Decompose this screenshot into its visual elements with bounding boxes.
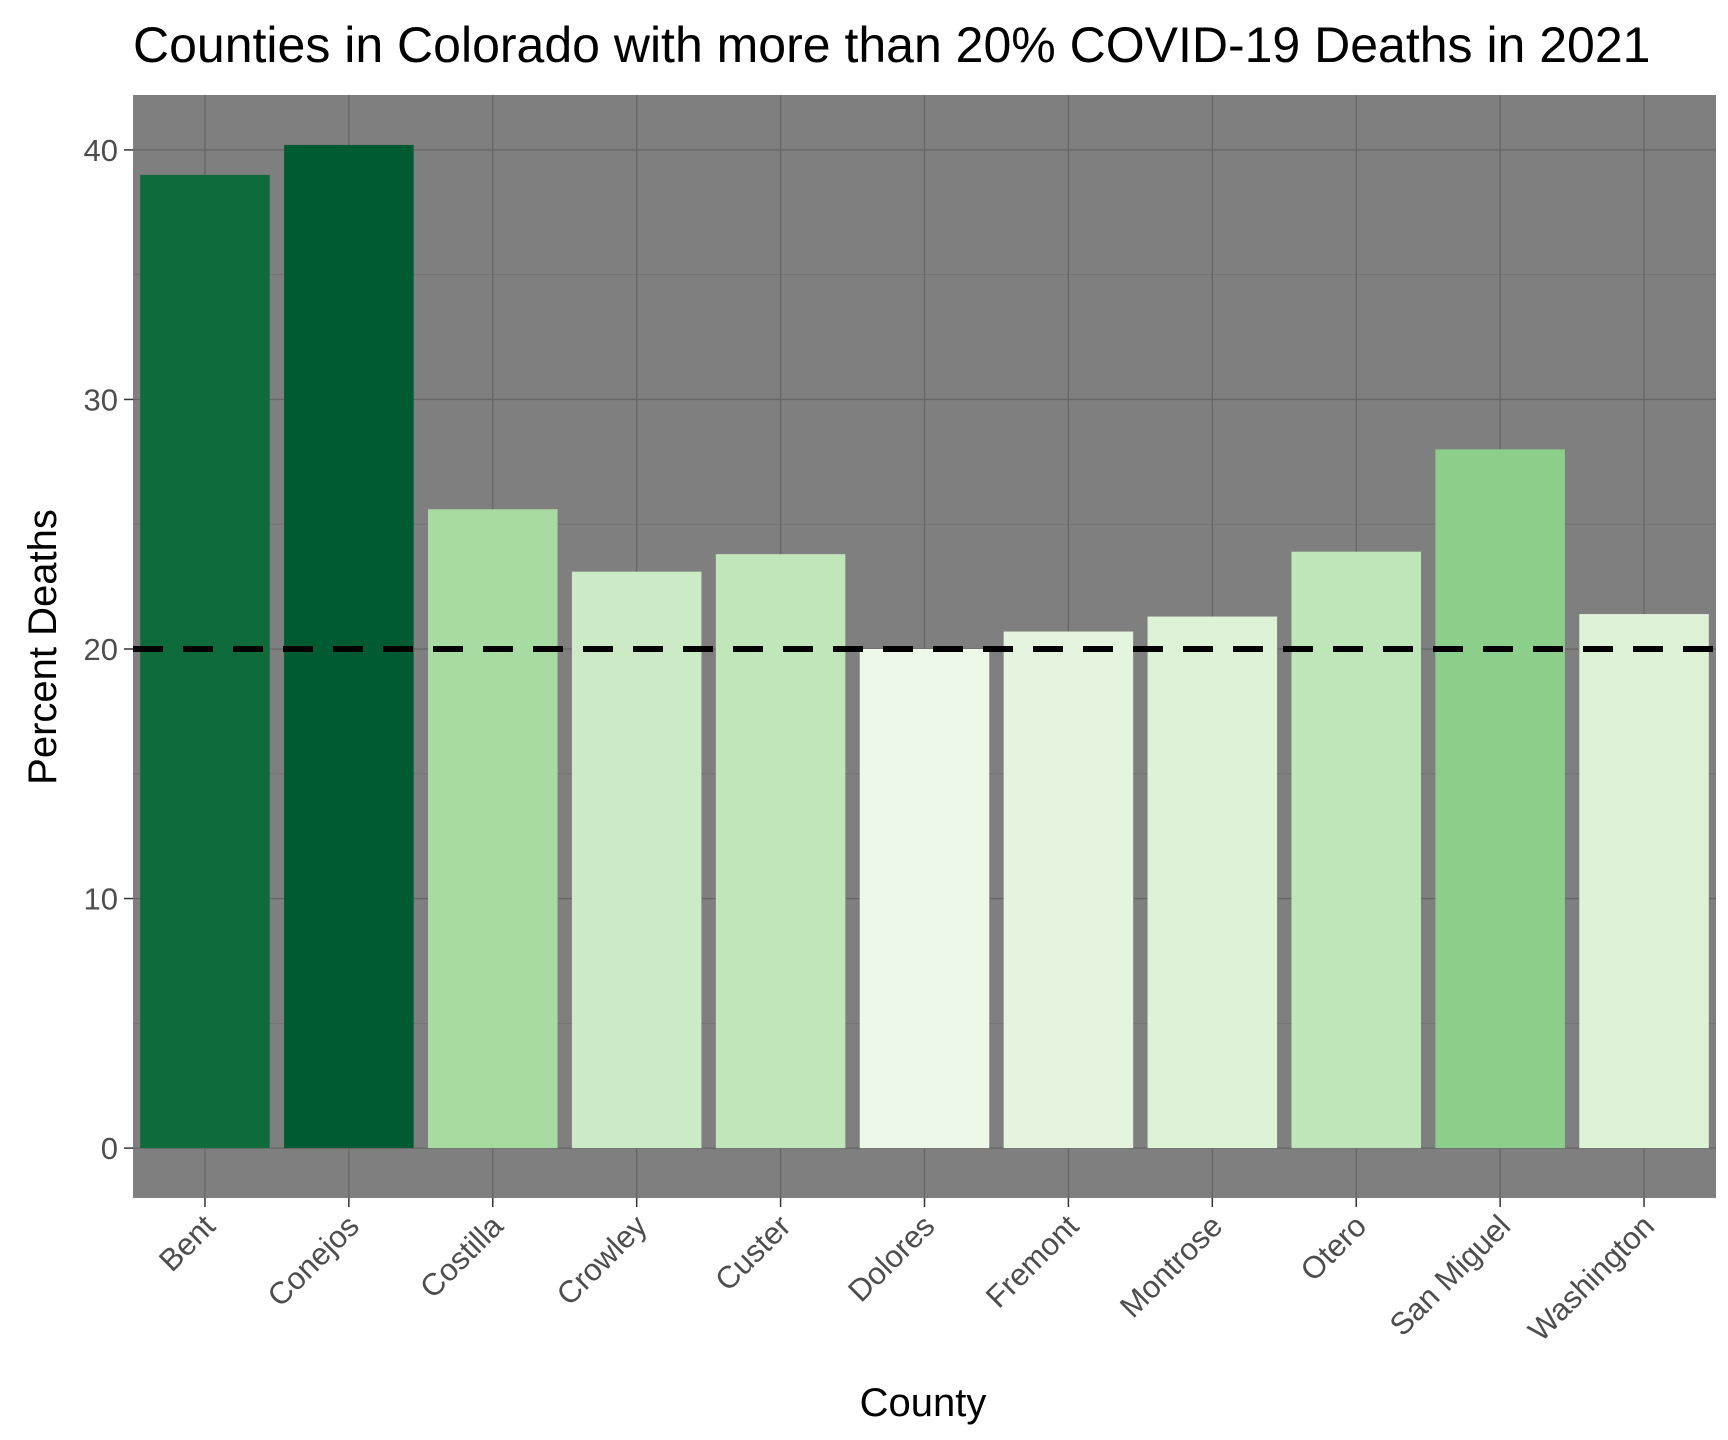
bar-fremont [1003, 631, 1134, 1149]
bar-montrose [1147, 616, 1278, 1149]
y-axis: 0 10 20 30 40 [84, 133, 133, 1166]
y-axis-title: Percent Deaths [21, 509, 65, 785]
x-tick-label: Bent [152, 1208, 222, 1278]
x-tick-label: Crowley [550, 1208, 654, 1312]
x-tick-label: Custer [708, 1208, 797, 1297]
x-tick-label: San Miguel [1383, 1208, 1517, 1342]
bar-otero [1291, 551, 1421, 1149]
bar-washington [1579, 614, 1709, 1149]
y-tick-label: 30 [84, 382, 118, 417]
x-axis: Bent Conejos Costilla Crowley Custer Dolores F… [152, 1198, 1661, 1348]
bar-dolores [859, 648, 990, 1149]
x-tick-label: Dolores [841, 1208, 941, 1308]
bar-san-miguel [1435, 449, 1565, 1149]
y-tick-label: 20 [84, 632, 118, 667]
x-tick-label: Otero [1294, 1208, 1374, 1288]
bar-costilla [428, 509, 558, 1149]
x-tick-label: Montrose [1113, 1208, 1229, 1324]
chart-title: Counties in Colorado with more than 20% … [133, 17, 1650, 73]
x-tick-label: Washington [1521, 1208, 1661, 1348]
x-tick-label: Conejos [261, 1208, 366, 1313]
x-tick-label: Costilla [413, 1208, 510, 1305]
x-axis-title: County [860, 1381, 987, 1425]
bar-crowley [571, 571, 702, 1149]
bars [140, 144, 1709, 1149]
bar-bent [140, 174, 270, 1149]
y-tick-label: 0 [101, 1131, 118, 1166]
bar-custer [715, 554, 846, 1149]
y-tick-label: 40 [84, 133, 118, 168]
y-tick-label: 10 [84, 882, 118, 917]
x-tick-label: Fremont [979, 1208, 1086, 1315]
